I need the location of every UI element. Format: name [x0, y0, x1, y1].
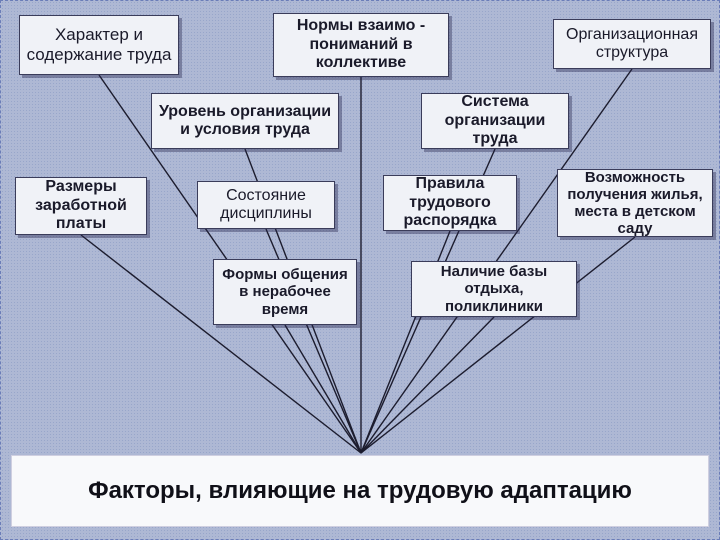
node-org-structure: Организационная структура — [553, 19, 711, 69]
node-off-hours-communication: Формы общения в нерабочее время — [213, 259, 357, 325]
node-label: Уровень организации и условия труда — [158, 103, 332, 140]
node-labor-rules: Правила трудового распорядка — [383, 175, 517, 231]
node-mutual-understanding: Нормы взаимо - пониманий в коллективе — [273, 13, 449, 77]
node-org-system: Система организации труда — [421, 93, 569, 149]
node-label: Система организации труда — [428, 93, 562, 148]
node-label: Правила трудового распорядка — [390, 175, 510, 230]
diagram-title-box: Факторы, влияющие на трудовую адаптацию — [11, 455, 709, 527]
node-label: Нормы взаимо - пониманий в коллективе — [280, 17, 442, 72]
node-label: Организационная структура — [560, 26, 704, 63]
node-label: Наличие базы отдыха, поликлиники — [418, 263, 570, 315]
node-housing-kindergarten: Возможность получения жилья, места в дет… — [557, 169, 713, 237]
node-recreation-clinic: Наличие базы отдыха, поликлиники — [411, 261, 577, 317]
node-discipline-state: Состояние дисциплины — [197, 181, 335, 229]
node-label: Формы общения в нерабочее время — [220, 266, 350, 318]
node-label: Состояние дисциплины — [204, 187, 328, 224]
diagram-canvas: Характер и содержание труда Нормы взаимо… — [0, 0, 720, 540]
node-label: Размеры заработной платы — [22, 178, 140, 233]
diagram-title: Факторы, влияющие на трудовую адаптацию — [88, 477, 632, 505]
node-org-level-conditions: Уровень организации и условия труда — [151, 93, 339, 149]
node-character-content: Характер и содержание труда — [19, 15, 179, 75]
node-salary-size: Размеры заработной платы — [15, 177, 147, 235]
node-label: Возможность получения жилья, места в дет… — [564, 169, 706, 238]
node-label: Характер и содержание труда — [26, 25, 172, 64]
